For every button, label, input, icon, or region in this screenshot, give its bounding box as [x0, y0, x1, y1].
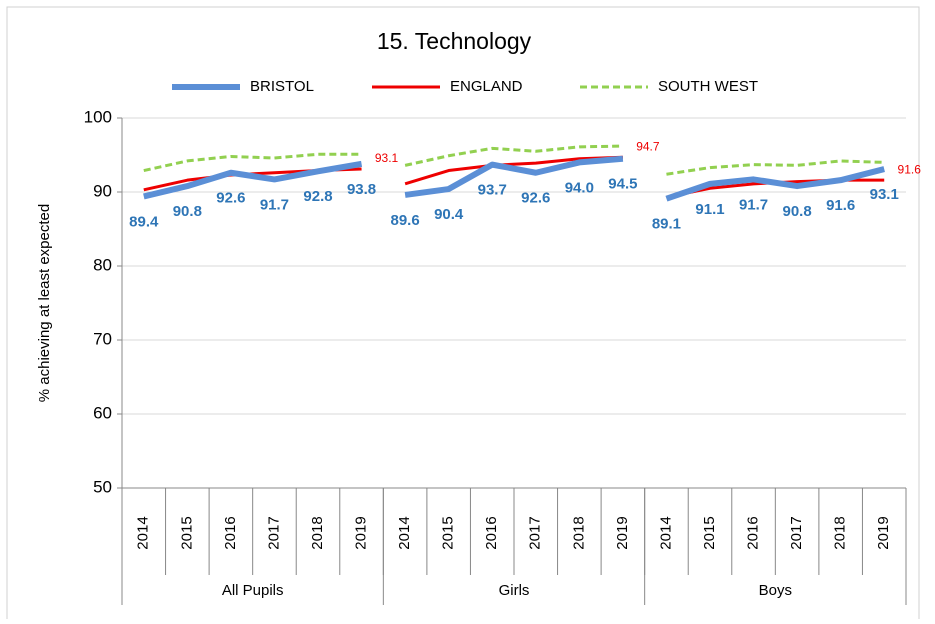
data-label: 90.4 [434, 206, 464, 223]
group-label: Girls [499, 582, 530, 599]
x-tick-label: 2019 [353, 516, 370, 549]
data-label: 91.1 [695, 201, 724, 218]
data-label: 91.6 [826, 197, 855, 214]
data-label: 89.6 [391, 212, 420, 229]
x-tick-label: 2017 [527, 516, 544, 549]
x-tick-label: 2017 [788, 516, 805, 549]
chart-title: 15. Technology [377, 28, 532, 54]
data-label: 94.7 [636, 139, 660, 153]
data-label: 90.8 [783, 203, 812, 220]
group-label: All Pupils [222, 582, 284, 599]
data-label: 92.8 [303, 188, 332, 205]
x-tick-label: 2018 [832, 516, 849, 549]
data-label: 91.7 [739, 196, 768, 213]
data-label: 90.8 [173, 203, 202, 220]
x-tick-label: 2016 [745, 516, 762, 549]
data-label: 94.0 [565, 179, 594, 196]
data-label: 93.1 [870, 186, 899, 203]
series-line [143, 160, 363, 200]
group-label: Boys [759, 582, 792, 599]
x-tick-label: 2015 [178, 516, 195, 549]
data-label: 92.6 [216, 190, 245, 207]
x-tick-label: 2018 [570, 516, 587, 549]
data-label: 91.6 [898, 162, 922, 176]
x-tick-label: 2018 [309, 516, 326, 549]
legend-label: BRISTOL [250, 78, 314, 95]
series-line [143, 152, 362, 173]
y-tick-label: 90 [93, 181, 112, 200]
x-tick-label: 2016 [222, 516, 239, 549]
series-line [404, 155, 624, 198]
y-tick-label: 50 [93, 477, 112, 496]
legend-label: ENGLAND [450, 78, 523, 95]
legend-label: SOUTH WEST [658, 78, 758, 95]
data-label: 91.7 [260, 196, 289, 213]
series-line [404, 155, 623, 186]
x-tick-label: 2014 [657, 516, 674, 549]
data-label: 93.1 [375, 151, 399, 165]
data-label: 93.8 [347, 181, 376, 198]
series-line [404, 144, 623, 167]
x-tick-label: 2014 [396, 516, 413, 549]
chart-border [6, 6, 920, 624]
x-tick-label: 2016 [483, 516, 500, 549]
series-line [666, 159, 885, 176]
y-tick-label: 60 [93, 403, 112, 422]
series-line [665, 166, 885, 202]
y-tick-label: 100 [84, 107, 112, 126]
y-axis-label: % achieving at least expected [36, 204, 53, 402]
y-tick-label: 80 [93, 255, 112, 274]
x-tick-label: 2014 [135, 516, 152, 549]
data-label: 89.4 [129, 213, 159, 230]
x-tick-label: 2019 [614, 516, 631, 549]
x-tick-label: 2019 [875, 516, 892, 549]
x-tick-label: 2015 [440, 516, 457, 549]
data-label: 89.1 [652, 216, 681, 233]
y-tick-label: 70 [93, 329, 112, 348]
data-label: 92.6 [521, 190, 550, 207]
x-tick-label: 2017 [265, 516, 282, 549]
data-label: 94.5 [608, 176, 637, 193]
data-label: 93.7 [478, 182, 507, 199]
x-tick-label: 2015 [701, 516, 718, 549]
